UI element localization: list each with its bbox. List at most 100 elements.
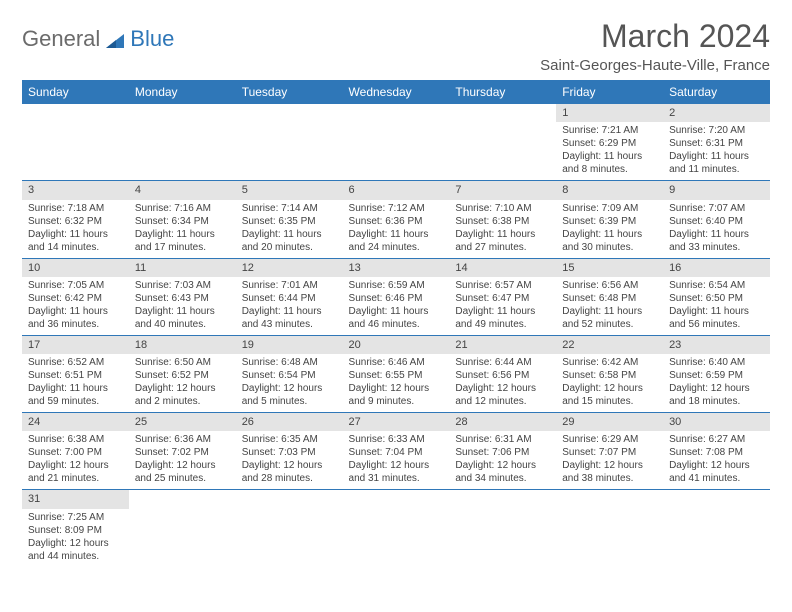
sunrise-text: Sunrise: 6:46 AM	[349, 356, 444, 369]
calendar-day-cell: ..	[343, 490, 450, 567]
sunrise-text: Sunrise: 6:27 AM	[669, 433, 764, 446]
calendar-day-cell: 12Sunrise: 7:01 AMSunset: 6:44 PMDayligh…	[236, 258, 343, 335]
sunrise-text: Sunrise: 6:44 AM	[455, 356, 550, 369]
sunrise-text: Sunrise: 6:38 AM	[28, 433, 123, 446]
calendar-day-cell: 8Sunrise: 7:09 AMSunset: 6:39 PMDaylight…	[556, 181, 663, 258]
sunset-text: Sunset: 6:39 PM	[562, 215, 657, 228]
day-number: 6	[343, 181, 450, 199]
sunset-text: Sunset: 7:00 PM	[28, 446, 123, 459]
sunrise-text: Sunrise: 7:25 AM	[28, 511, 123, 524]
day-details: Sunrise: 6:31 AMSunset: 7:06 PMDaylight:…	[449, 431, 556, 489]
day-number: 30	[663, 413, 770, 431]
daylight-text-2: and 43 minutes.	[242, 318, 337, 331]
sunset-text: Sunset: 6:34 PM	[135, 215, 230, 228]
calendar-day-cell: ..	[556, 490, 663, 567]
sunrise-text: Sunrise: 6:36 AM	[135, 433, 230, 446]
title-block: March 2024 Saint-Georges-Haute-Ville, Fr…	[540, 18, 770, 74]
daylight-text-2: and 30 minutes.	[562, 241, 657, 254]
daylight-text-2: and 8 minutes.	[562, 163, 657, 176]
calendar-day-cell: 29Sunrise: 6:29 AMSunset: 7:07 PMDayligh…	[556, 413, 663, 490]
calendar-day-cell: ..	[236, 104, 343, 181]
calendar-day-cell: 9Sunrise: 7:07 AMSunset: 6:40 PMDaylight…	[663, 181, 770, 258]
sunset-text: Sunset: 6:40 PM	[669, 215, 764, 228]
day-details: Sunrise: 6:44 AMSunset: 6:56 PMDaylight:…	[449, 354, 556, 412]
calendar-day-cell: 22Sunrise: 6:42 AMSunset: 6:58 PMDayligh…	[556, 335, 663, 412]
logo-text-general: General	[22, 26, 100, 52]
sunset-text: Sunset: 6:38 PM	[455, 215, 550, 228]
daylight-text-2: and 34 minutes.	[455, 472, 550, 485]
daylight-text-2: and 21 minutes.	[28, 472, 123, 485]
calendar-day-cell: 25Sunrise: 6:36 AMSunset: 7:02 PMDayligh…	[129, 413, 236, 490]
day-number: 17	[22, 336, 129, 354]
sunset-text: Sunset: 6:52 PM	[135, 369, 230, 382]
daylight-text-2: and 11 minutes.	[669, 163, 764, 176]
day-details: Sunrise: 6:33 AMSunset: 7:04 PMDaylight:…	[343, 431, 450, 489]
day-details: Sunrise: 7:09 AMSunset: 6:39 PMDaylight:…	[556, 200, 663, 258]
weekday-header: Wednesday	[343, 80, 450, 104]
day-number: 3	[22, 181, 129, 199]
logo: General Blue	[22, 26, 174, 52]
location-text: Saint-Georges-Haute-Ville, France	[540, 57, 770, 74]
calendar-week-row: 24Sunrise: 6:38 AMSunset: 7:00 PMDayligh…	[22, 413, 770, 490]
sunset-text: Sunset: 7:03 PM	[242, 446, 337, 459]
sunrise-text: Sunrise: 7:12 AM	[349, 202, 444, 215]
daylight-text-1: Daylight: 12 hours	[455, 382, 550, 395]
sunrise-text: Sunrise: 6:48 AM	[242, 356, 337, 369]
sunset-text: Sunset: 6:31 PM	[669, 137, 764, 150]
weekday-header: Thursday	[449, 80, 556, 104]
logo-sail-icon	[104, 30, 128, 48]
day-number: 18	[129, 336, 236, 354]
daylight-text-1: Daylight: 11 hours	[28, 228, 123, 241]
calendar-day-cell: 27Sunrise: 6:33 AMSunset: 7:04 PMDayligh…	[343, 413, 450, 490]
day-details: Sunrise: 7:16 AMSunset: 6:34 PMDaylight:…	[129, 200, 236, 258]
daylight-text-2: and 20 minutes.	[242, 241, 337, 254]
sunset-text: Sunset: 7:04 PM	[349, 446, 444, 459]
day-number: 16	[663, 259, 770, 277]
day-number: 24	[22, 413, 129, 431]
day-number: 4	[129, 181, 236, 199]
daylight-text-1: Daylight: 12 hours	[242, 382, 337, 395]
calendar-week-row: 3Sunrise: 7:18 AMSunset: 6:32 PMDaylight…	[22, 181, 770, 258]
daylight-text-2: and 44 minutes.	[28, 550, 123, 563]
sunset-text: Sunset: 6:42 PM	[28, 292, 123, 305]
calendar-day-cell: 20Sunrise: 6:46 AMSunset: 6:55 PMDayligh…	[343, 335, 450, 412]
calendar-day-cell: 3Sunrise: 7:18 AMSunset: 6:32 PMDaylight…	[22, 181, 129, 258]
day-number: 29	[556, 413, 663, 431]
day-number: 7	[449, 181, 556, 199]
sunset-text: Sunset: 6:55 PM	[349, 369, 444, 382]
day-number: 15	[556, 259, 663, 277]
sunrise-text: Sunrise: 6:33 AM	[349, 433, 444, 446]
sunset-text: Sunset: 6:58 PM	[562, 369, 657, 382]
day-details: Sunrise: 6:56 AMSunset: 6:48 PMDaylight:…	[556, 277, 663, 335]
sunrise-text: Sunrise: 7:20 AM	[669, 124, 764, 137]
sunset-text: Sunset: 6:47 PM	[455, 292, 550, 305]
sunrise-text: Sunrise: 7:21 AM	[562, 124, 657, 137]
day-details: Sunrise: 6:35 AMSunset: 7:03 PMDaylight:…	[236, 431, 343, 489]
day-number: 19	[236, 336, 343, 354]
day-number: 11	[129, 259, 236, 277]
day-details: Sunrise: 6:50 AMSunset: 6:52 PMDaylight:…	[129, 354, 236, 412]
sunset-text: Sunset: 6:56 PM	[455, 369, 550, 382]
day-details: Sunrise: 6:54 AMSunset: 6:50 PMDaylight:…	[663, 277, 770, 335]
calendar-day-cell: 7Sunrise: 7:10 AMSunset: 6:38 PMDaylight…	[449, 181, 556, 258]
daylight-text-1: Daylight: 11 hours	[669, 150, 764, 163]
day-number: 14	[449, 259, 556, 277]
daylight-text-2: and 17 minutes.	[135, 241, 230, 254]
sunset-text: Sunset: 6:43 PM	[135, 292, 230, 305]
day-number: 21	[449, 336, 556, 354]
sunrise-text: Sunrise: 6:52 AM	[28, 356, 123, 369]
sunset-text: Sunset: 6:48 PM	[562, 292, 657, 305]
daylight-text-2: and 5 minutes.	[242, 395, 337, 408]
calendar-week-row: 17Sunrise: 6:52 AMSunset: 6:51 PMDayligh…	[22, 335, 770, 412]
header: General Blue March 2024 Saint-Georges-Ha…	[22, 18, 770, 74]
sunset-text: Sunset: 7:07 PM	[562, 446, 657, 459]
day-details: Sunrise: 7:18 AMSunset: 6:32 PMDaylight:…	[22, 200, 129, 258]
calendar-day-cell: 14Sunrise: 6:57 AMSunset: 6:47 PMDayligh…	[449, 258, 556, 335]
calendar-day-cell: 16Sunrise: 6:54 AMSunset: 6:50 PMDayligh…	[663, 258, 770, 335]
sunset-text: Sunset: 7:02 PM	[135, 446, 230, 459]
calendar-day-cell: ..	[343, 104, 450, 181]
calendar-week-row: ..........1Sunrise: 7:21 AMSunset: 6:29 …	[22, 104, 770, 181]
calendar-day-cell: 28Sunrise: 6:31 AMSunset: 7:06 PMDayligh…	[449, 413, 556, 490]
sunrise-text: Sunrise: 7:07 AM	[669, 202, 764, 215]
day-details: Sunrise: 6:27 AMSunset: 7:08 PMDaylight:…	[663, 431, 770, 489]
